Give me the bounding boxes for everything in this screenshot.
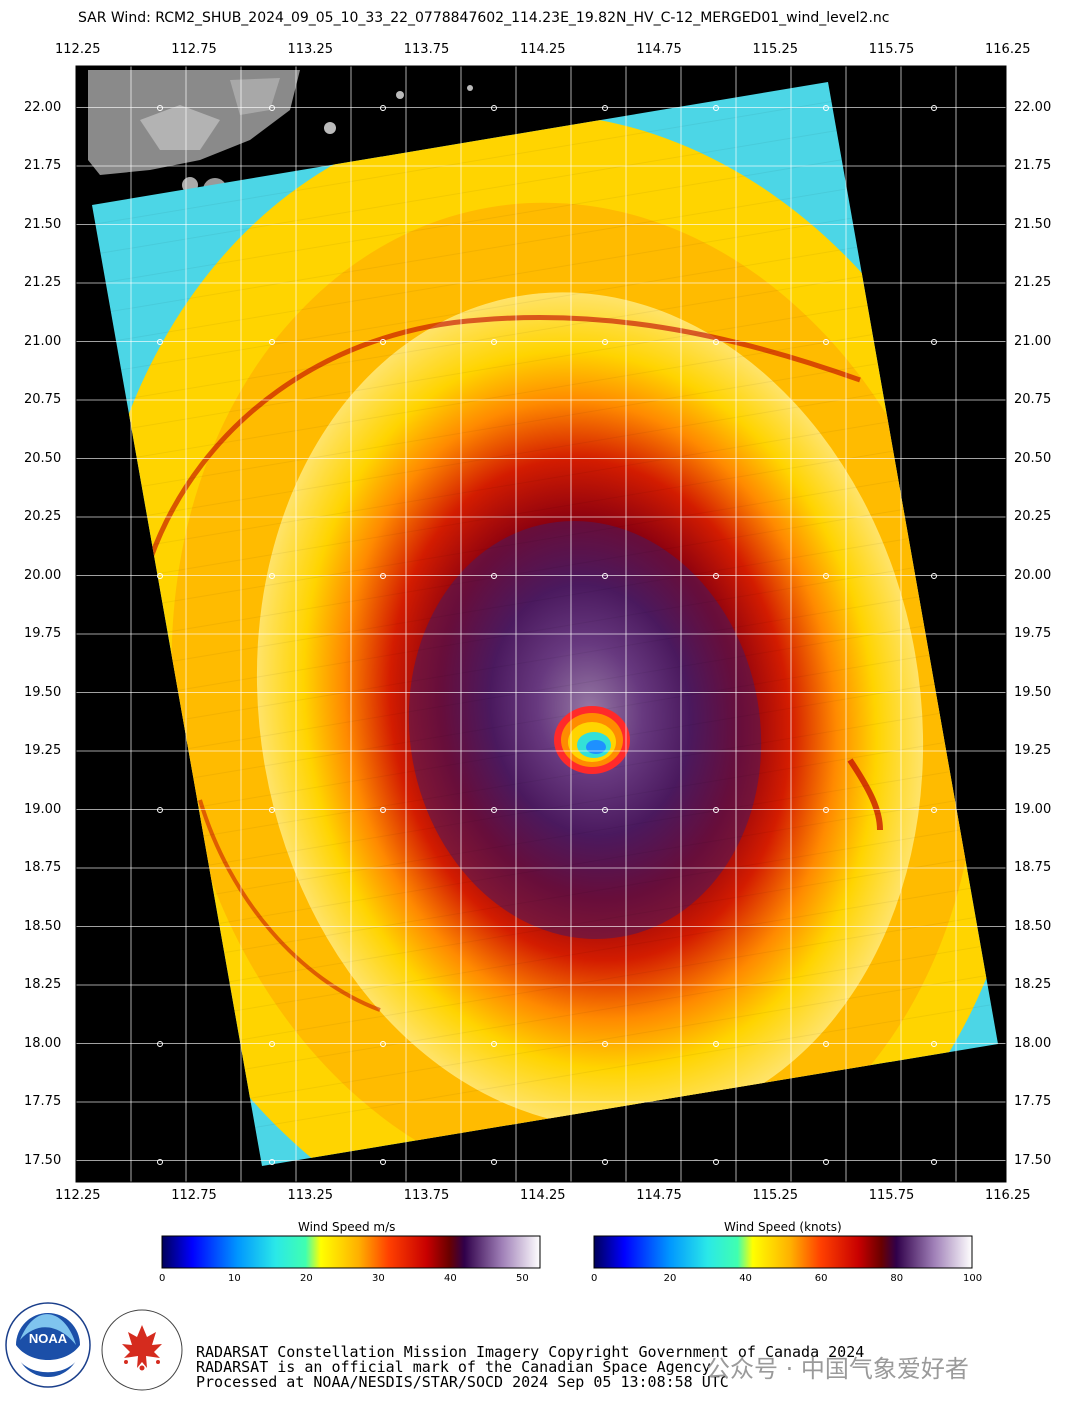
lon-label-bottom-7: 115.75 [868, 1188, 915, 1203]
lon-label-top-6: 115.25 [752, 42, 799, 57]
lat-label-left-12: 19.00 [24, 801, 62, 817]
lat-label-right-17: 17.75 [1014, 1094, 1052, 1109]
lat-label-left-17: 17.75 [24, 1094, 62, 1109]
lat-label-right-9: 19.75 [1014, 626, 1052, 641]
lat-label-right-16: 18.00 [1014, 1035, 1052, 1051]
lat-label-left-7: 20.25 [24, 509, 62, 524]
colorbar-tick: 40 [739, 1273, 752, 1284]
lat-lon-grid [76, 66, 1006, 1182]
lon-label-top-2: 113.25 [287, 42, 334, 57]
map-title: SAR Wind: RCM2_SHUB_2024_09_05_10_33_22_… [78, 10, 890, 26]
lat-label-right-3: 21.25 [1014, 275, 1052, 290]
colorbar-tick: 0 [159, 1273, 166, 1284]
colorbar-tick: 0 [591, 1273, 598, 1284]
lat-label-left-5: 20.75 [24, 392, 62, 407]
lat-label-left-9: 19.75 [24, 626, 62, 641]
lat-label-left-15: 18.25 [24, 977, 62, 992]
lon-label-top-4: 114.25 [520, 42, 566, 57]
lon-label-bottom-0: 112.25 [55, 1188, 101, 1203]
typhoon-eye [586, 740, 606, 754]
lon-label-bottom-8: 116.25 [985, 1188, 1031, 1203]
lat-label-right-10: 19.50 [1014, 684, 1052, 700]
lat-label-left-11: 19.25 [24, 743, 62, 758]
lat-label-right-0: 22.00 [1014, 99, 1052, 115]
lat-label-left-6: 20.50 [24, 450, 62, 466]
colorbar-tick: 100 [963, 1273, 983, 1284]
lat-label-left-8: 20.00 [24, 567, 62, 583]
lat-label-left-4: 21.00 [24, 333, 62, 349]
colorbar-tick: 80 [890, 1273, 904, 1284]
wind-barbs [157, 105, 937, 1165]
colorbar-tick: 60 [814, 1273, 828, 1284]
lon-label-bottom-6: 115.25 [752, 1188, 799, 1203]
lon-label-bottom-1: 112.75 [171, 1188, 217, 1203]
colorbar-ms [161, 1235, 541, 1269]
lat-label-left-16: 18.00 [24, 1035, 62, 1051]
lat-label-right-12: 19.00 [1014, 801, 1052, 817]
credit-line-1: RADARSAT Constellation Mission Imagery C… [196, 1343, 865, 1361]
watermark: 公众号 · 中国气象爱好者 [706, 1355, 969, 1383]
lon-label-top-8: 116.25 [985, 42, 1031, 57]
noaa-logo: NOAA [5, 1302, 91, 1388]
lat-label-left-13: 18.75 [24, 860, 62, 875]
lon-label-top-7: 115.75 [868, 42, 915, 57]
map-border [75, 65, 1007, 1183]
credit-line-3: Processed at NOAA/NESDIS/STAR/SOCD 2024 … [196, 1373, 729, 1391]
lat-label-left-0: 22.00 [24, 99, 62, 115]
lon-label-top-1: 112.75 [171, 42, 217, 57]
lat-label-right-5: 20.75 [1014, 392, 1052, 407]
lat-label-right-8: 20.00 [1014, 567, 1052, 583]
lat-label-right-18: 17.50 [1014, 1152, 1052, 1168]
lat-label-right-6: 20.50 [1014, 450, 1052, 466]
colorbar-knots-title: Wind Speed (knots) [724, 1220, 842, 1234]
lat-label-left-3: 21.25 [24, 275, 62, 290]
lat-label-left-1: 21.75 [24, 158, 62, 173]
lat-label-left-18: 17.50 [24, 1152, 62, 1168]
lon-label-bottom-5: 114.75 [636, 1188, 682, 1203]
lat-label-right-15: 18.25 [1014, 977, 1052, 992]
lon-label-bottom-2: 113.25 [287, 1188, 334, 1203]
maple-leaf-icon [122, 1325, 162, 1368]
colorbar-knots [593, 1235, 973, 1269]
lat-label-right-1: 21.75 [1014, 158, 1052, 173]
colorbar-tick: 20 [300, 1273, 313, 1284]
colorbar-tick: 40 [444, 1273, 457, 1284]
lat-label-right-14: 18.50 [1014, 918, 1052, 934]
colorbar-tick: 20 [663, 1273, 677, 1284]
colorbar-tick: 50 [516, 1273, 529, 1284]
lon-label-bottom-3: 113.75 [403, 1188, 450, 1203]
colorbar-ms-title: Wind Speed m/s [298, 1220, 396, 1234]
lat-label-right-2: 21.50 [1014, 216, 1052, 232]
lat-label-left-10: 19.50 [24, 684, 62, 700]
csa-logo [101, 1309, 183, 1391]
lat-label-left-2: 21.50 [24, 216, 62, 232]
svg-text:NOAA: NOAA [29, 1331, 68, 1346]
lon-label-top-0: 112.25 [55, 42, 101, 57]
colorbar-tick: 10 [228, 1273, 241, 1284]
lat-label-right-11: 19.25 [1014, 743, 1052, 758]
lon-label-bottom-4: 114.25 [520, 1188, 566, 1203]
colorbar-tick: 30 [372, 1273, 385, 1284]
lat-label-right-4: 21.00 [1014, 333, 1052, 349]
lat-label-right-13: 18.75 [1014, 860, 1052, 875]
lon-label-top-5: 114.75 [636, 42, 682, 57]
lat-label-right-7: 20.25 [1014, 509, 1052, 524]
lat-label-left-14: 18.50 [24, 918, 62, 934]
lon-label-top-3: 113.75 [403, 42, 450, 57]
credit-line-2: RADARSAT is an official mark of the Cana… [196, 1358, 711, 1376]
sar-swath [92, 82, 998, 1166]
